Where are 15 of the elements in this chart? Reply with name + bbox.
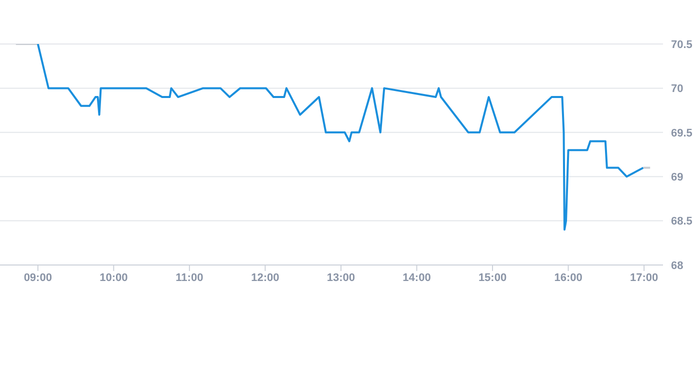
x-tick-label: 17:00 xyxy=(630,272,658,284)
y-tick-label: 68 xyxy=(671,260,684,272)
x-tick-label: 15:00 xyxy=(478,272,507,284)
x-tick-label: 10:00 xyxy=(100,272,128,284)
y-tick-label: 69 xyxy=(671,172,684,184)
y-tick-label: 68.5 xyxy=(671,216,692,228)
x-tick-label: 13:00 xyxy=(326,272,356,284)
y-tick-label: 69.5 xyxy=(671,127,692,140)
x-tick-label: 11:00 xyxy=(176,272,204,284)
x-tick-label: 14:00 xyxy=(402,272,431,284)
x-tick-label: 16:00 xyxy=(554,272,582,284)
x-tick-label: 09:00 xyxy=(24,272,52,284)
y-tick-label: 70 xyxy=(671,83,684,96)
x-tick-label: 12:00 xyxy=(251,272,280,284)
y-tick-label: 70.5 xyxy=(671,38,692,51)
